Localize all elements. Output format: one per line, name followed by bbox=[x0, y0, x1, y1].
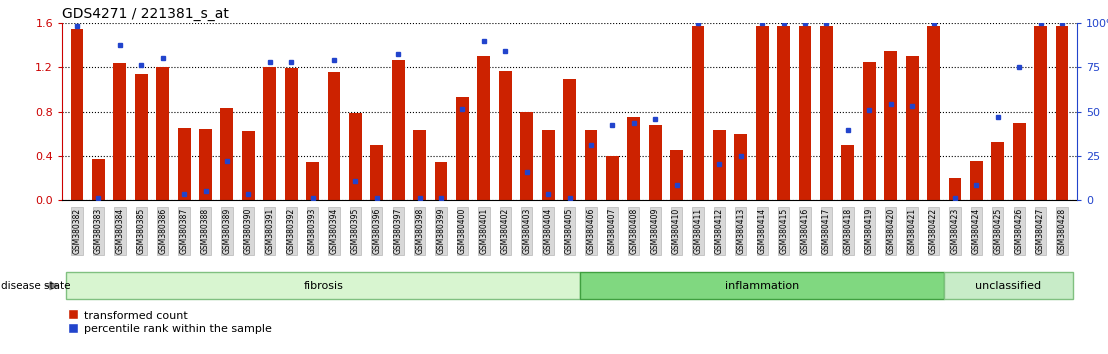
Bar bbox=[521, 112, 533, 200]
Bar bbox=[563, 79, 576, 200]
Bar bbox=[264, 67, 276, 200]
Legend: transformed count, percentile rank within the sample: transformed count, percentile rank withi… bbox=[68, 310, 273, 334]
Bar bbox=[670, 150, 683, 200]
Bar bbox=[499, 70, 512, 200]
Bar bbox=[434, 162, 448, 200]
Bar bbox=[199, 129, 212, 200]
Bar bbox=[156, 67, 170, 200]
Bar bbox=[712, 130, 726, 200]
Bar bbox=[413, 130, 427, 200]
Bar bbox=[1034, 26, 1047, 200]
Bar bbox=[285, 68, 298, 200]
Bar bbox=[927, 26, 940, 200]
Bar bbox=[92, 159, 105, 200]
FancyBboxPatch shape bbox=[66, 272, 581, 299]
Bar bbox=[905, 56, 919, 200]
Bar bbox=[627, 117, 640, 200]
Bar bbox=[1013, 122, 1026, 200]
Bar bbox=[884, 51, 897, 200]
Bar bbox=[735, 133, 747, 200]
Bar bbox=[970, 161, 983, 200]
Bar bbox=[649, 125, 661, 200]
Bar bbox=[1056, 26, 1068, 200]
Bar bbox=[756, 26, 769, 200]
Text: disease state: disease state bbox=[1, 281, 71, 291]
Bar bbox=[349, 113, 362, 200]
FancyBboxPatch shape bbox=[581, 272, 944, 299]
Bar bbox=[220, 108, 234, 200]
Bar bbox=[863, 62, 875, 200]
Bar bbox=[242, 131, 255, 200]
Bar bbox=[306, 162, 319, 200]
Bar bbox=[820, 26, 833, 200]
Bar bbox=[71, 29, 83, 200]
Bar bbox=[777, 26, 790, 200]
Bar bbox=[456, 97, 469, 200]
Bar bbox=[328, 72, 340, 200]
Bar bbox=[948, 178, 962, 200]
Text: inflammation: inflammation bbox=[725, 281, 799, 291]
Bar bbox=[841, 145, 854, 200]
Bar bbox=[585, 130, 597, 200]
Bar bbox=[113, 63, 126, 200]
Bar bbox=[370, 145, 383, 200]
Bar bbox=[542, 130, 554, 200]
Bar bbox=[177, 128, 191, 200]
Text: fibrosis: fibrosis bbox=[304, 281, 343, 291]
Text: unclassified: unclassified bbox=[975, 281, 1042, 291]
Bar bbox=[992, 142, 1004, 200]
Bar bbox=[606, 156, 618, 200]
FancyBboxPatch shape bbox=[944, 272, 1073, 299]
Bar bbox=[799, 26, 811, 200]
Bar bbox=[135, 74, 147, 200]
Bar bbox=[691, 26, 705, 200]
Bar bbox=[478, 56, 490, 200]
Text: GDS4271 / 221381_s_at: GDS4271 / 221381_s_at bbox=[62, 7, 229, 21]
Bar bbox=[392, 59, 404, 200]
